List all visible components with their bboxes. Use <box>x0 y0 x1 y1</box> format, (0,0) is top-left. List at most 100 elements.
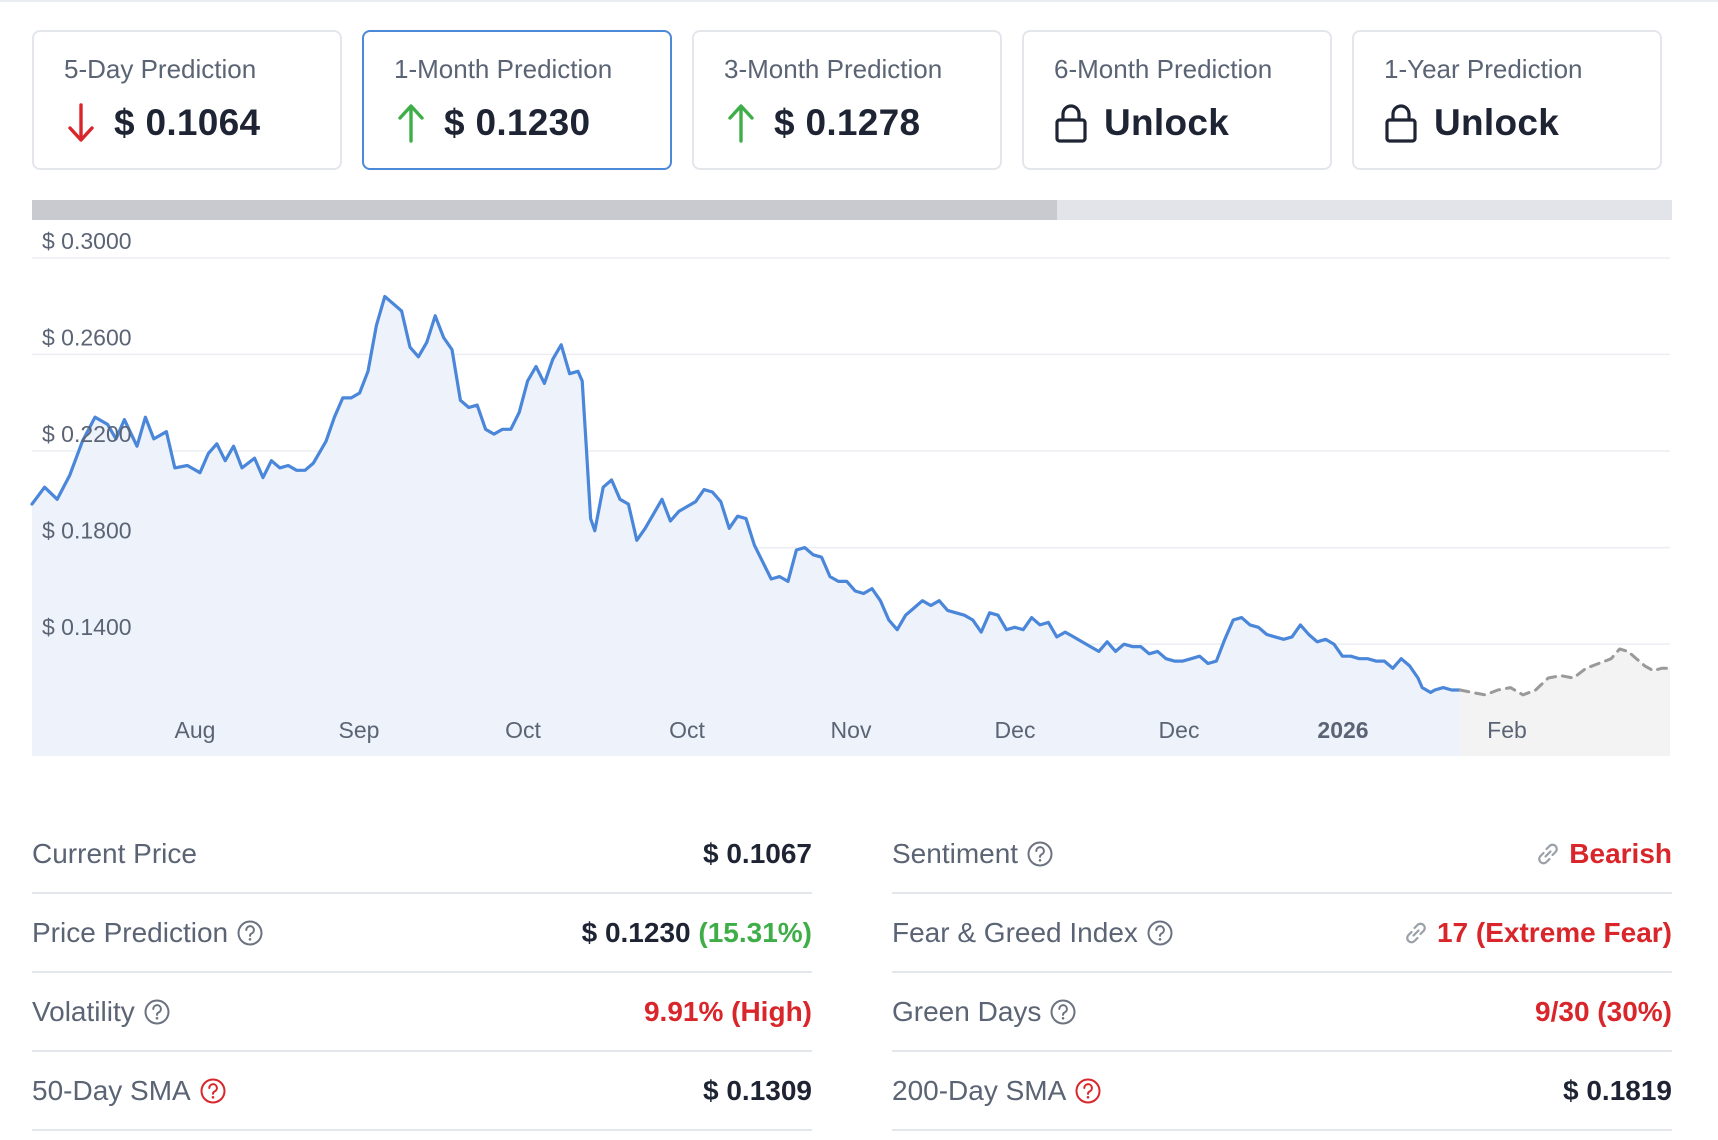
y-tick-label: $ 0.1400 <box>42 614 132 640</box>
forecast-line <box>1458 647 1672 697</box>
prediction-card-1-month[interactable]: 1-Month Prediction $ 0.1230 <box>362 30 672 170</box>
lock-icon <box>1054 101 1088 145</box>
chart-lines <box>30 294 1672 697</box>
card-label: 1-Month Prediction <box>394 54 613 84</box>
stat-row-50-day-sma: 50-Day SMA $ 0.1309 <box>32 1052 812 1131</box>
prediction-cards: 5-Day Prediction $ 0.1064 1-Month Predic… <box>32 30 1666 170</box>
chart-range-slider[interactable] <box>32 200 1672 220</box>
price-area <box>32 296 1460 756</box>
y-tick-label: $ 0.2200 <box>42 421 132 447</box>
stats-table-right: Sentiment Bearish Fear & Greed Index 17 … <box>892 815 1672 1131</box>
x-tick-label: Dec <box>1159 717 1200 743</box>
stat-value-wrap: 9.91% (High) <box>644 996 812 1028</box>
x-tick-label: Aug <box>175 717 216 743</box>
stat-label: Price Prediction <box>32 916 229 948</box>
arrow-up-icon <box>724 101 758 145</box>
card-value-row: $ 0.1064 <box>64 98 260 148</box>
x-tick-label: Feb <box>1487 717 1527 743</box>
help-icon[interactable] <box>1074 1077 1102 1105</box>
stat-value-wrap: Bearish <box>1533 838 1672 870</box>
stat-value-wrap: $ 0.1067 <box>703 838 812 870</box>
card-label: 5-Day Prediction <box>64 54 257 84</box>
help-icon[interactable] <box>1026 840 1054 868</box>
chart-area-fills <box>32 296 1670 756</box>
y-tick-label: $ 0.3000 <box>42 228 132 254</box>
help-icon[interactable] <box>143 998 171 1026</box>
stat-value[interactable]: 17 (Extreme Fear) <box>1436 916 1672 948</box>
lock-icon <box>1384 101 1418 145</box>
stat-value[interactable]: Bearish <box>1569 837 1672 869</box>
prediction-card-1-year[interactable]: 1-Year Prediction Unlock <box>1352 30 1662 170</box>
forecast-area <box>1460 649 1670 756</box>
stat-label-wrap: 200-Day SMA <box>892 1075 1102 1107</box>
stat-label-wrap: Current Price <box>32 838 197 870</box>
stat-value: 9.91% (High) <box>643 995 812 1027</box>
stat-row-current-price: Current Price $ 0.1067 <box>32 815 812 894</box>
unlock-label: Unlock <box>1104 102 1230 143</box>
help-icon[interactable] <box>199 1077 227 1105</box>
stat-value-change: (15.31%) <box>698 916 812 948</box>
stat-label-wrap: 50-Day SMA <box>32 1075 227 1107</box>
stat-label: Current Price <box>32 837 197 869</box>
stat-label-wrap: Fear & Greed Index <box>892 917 1174 949</box>
card-label: 3-Month Prediction <box>724 54 943 84</box>
stat-row-200-day-sma: 200-Day SMA $ 0.1819 <box>892 1052 1672 1131</box>
unlock-label: Unlock <box>1434 102 1560 143</box>
x-tick-label: Oct <box>505 717 541 743</box>
help-icon[interactable] <box>1049 998 1077 1026</box>
stat-value-wrap: $ 0.1819 <box>1563 1075 1672 1107</box>
stat-label: 50-Day SMA <box>32 1074 191 1106</box>
help-icon[interactable] <box>1146 919 1174 947</box>
card-value-row: Unlock <box>1384 98 1559 148</box>
x-tick-label: 2026 <box>1317 717 1368 743</box>
stat-row-sentiment: Sentiment Bearish <box>892 815 1672 894</box>
arrow-down-icon <box>64 101 98 145</box>
stat-label: Sentiment <box>892 837 1019 869</box>
stat-label: 200-Day SMA <box>892 1074 1067 1106</box>
top-divider <box>0 0 1718 2</box>
prediction-card-6-month[interactable]: 6-Month Prediction Unlock <box>1022 30 1332 170</box>
stat-row-volatility: Volatility 9.91% (High) <box>32 973 812 1052</box>
stat-label: Green Days <box>892 995 1042 1027</box>
price-line <box>30 294 1462 695</box>
card-value: $ 0.1230 <box>444 102 591 143</box>
card-value: $ 0.1064 <box>114 102 261 143</box>
card-label: 1-Year Prediction <box>1384 54 1583 84</box>
y-tick-label: $ 0.2600 <box>42 324 132 350</box>
stat-value-wrap: 9/30 (30%) <box>1535 996 1672 1028</box>
stat-row-price-prediction: Price Prediction $ 0.1230 (15.31%) <box>32 894 812 973</box>
stat-label: Volatility <box>32 995 135 1027</box>
y-tick-label: $ 0.1800 <box>42 518 132 544</box>
stat-row-green-days: Green Days 9/30 (30%) <box>892 973 1672 1052</box>
stat-value: $ 0.1819 <box>1563 1074 1672 1106</box>
link-icon[interactable] <box>1533 839 1563 869</box>
price-chart: $ 0.3000 $ 0.2600 $ 0.2200 $ 0.1800 $ 0.1400… <box>30 228 1672 756</box>
stat-label-wrap: Sentiment <box>892 838 1054 870</box>
y-axis-labels: $ 0.3000 $ 0.2600 $ 0.2200 $ 0.1800 $ 0.1400 <box>42 228 132 640</box>
card-value-row: Unlock <box>1054 98 1229 148</box>
help-icon[interactable] <box>236 919 264 947</box>
stat-value-wrap: $ 0.1309 <box>703 1075 812 1107</box>
stat-value: $ 0.1309 <box>703 1074 812 1106</box>
prediction-card-3-month[interactable]: 3-Month Prediction $ 0.1278 <box>692 30 1002 170</box>
prediction-card-5-day[interactable]: 5-Day Prediction $ 0.1064 <box>32 30 342 170</box>
card-value: $ 0.1278 <box>774 102 921 143</box>
stat-label: Fear & Greed Index <box>892 916 1138 948</box>
card-value-row: $ 0.1278 <box>724 98 920 148</box>
x-tick-label: Sep <box>339 717 380 743</box>
stat-label-wrap: Green Days <box>892 996 1077 1028</box>
stat-value-wrap: 17 (Extreme Fear) <box>1401 917 1672 949</box>
stats-table-left: Current Price $ 0.1067 Price Prediction … <box>32 815 812 1131</box>
x-tick-label: Dec <box>995 717 1036 743</box>
stat-label-wrap: Volatility <box>32 996 171 1028</box>
stat-value: $ 0.1067 <box>703 837 812 869</box>
link-icon[interactable] <box>1401 918 1431 948</box>
card-value-row: $ 0.1230 <box>394 98 590 148</box>
x-tick-label: Oct <box>669 717 705 743</box>
arrow-up-icon <box>394 101 428 145</box>
stat-value-wrap: $ 0.1230 (15.31%) <box>582 917 812 949</box>
range-slider-selection[interactable] <box>32 200 1057 220</box>
x-tick-label: Nov <box>831 717 872 743</box>
stat-row-fear-greed: Fear & Greed Index 17 (Extreme Fear) <box>892 894 1672 973</box>
stat-label-wrap: Price Prediction <box>32 917 264 949</box>
